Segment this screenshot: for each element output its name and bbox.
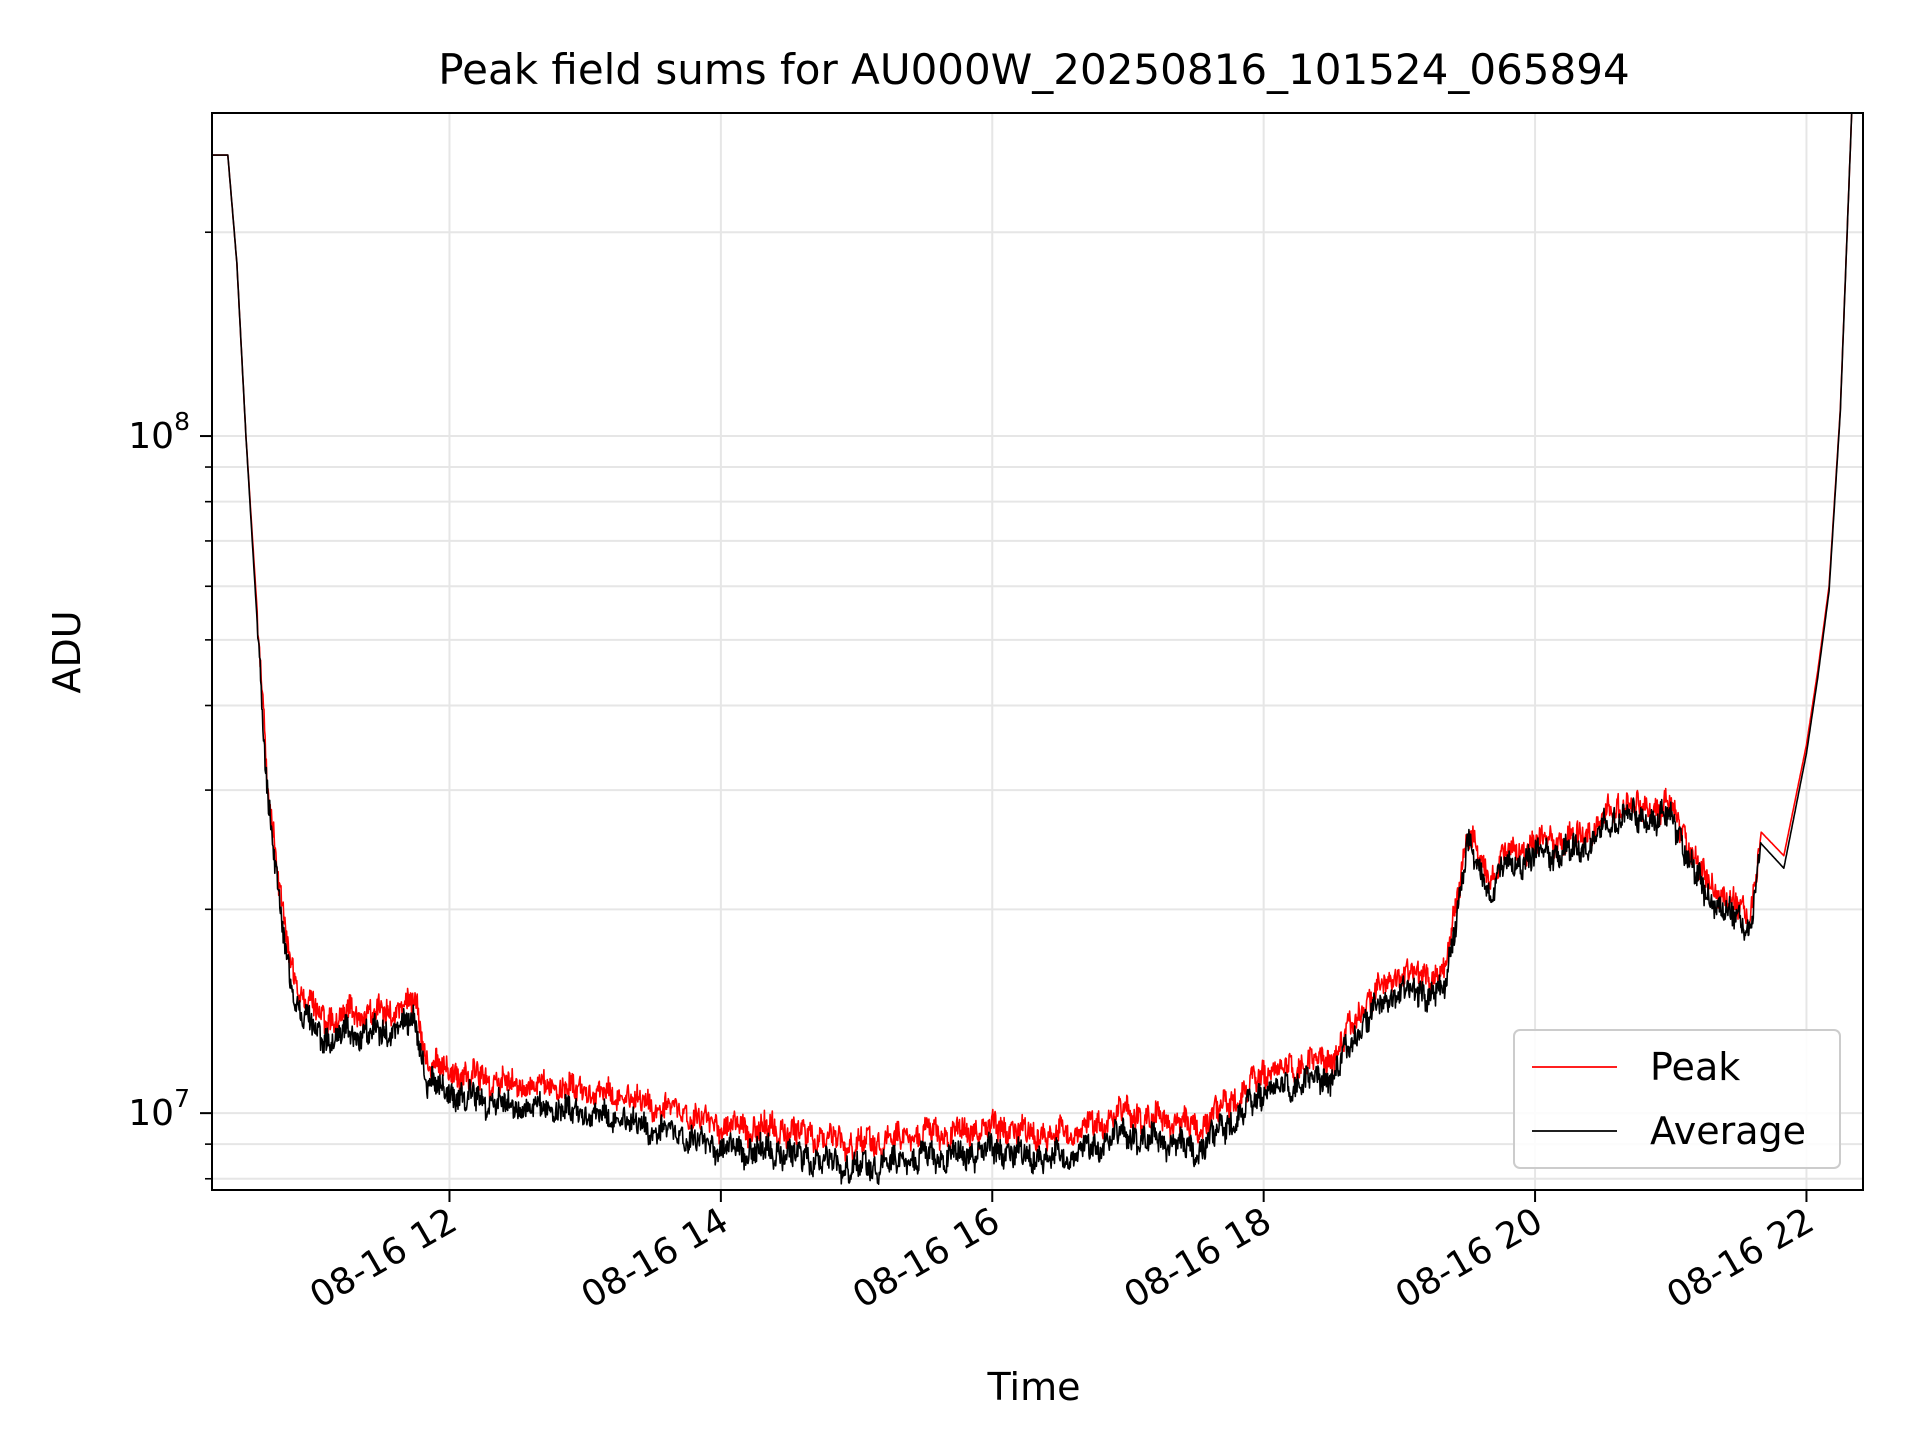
grid	[212, 113, 1863, 1190]
y-axis: 107 108	[128, 231, 212, 1180]
series-line-average	[211, 112, 1853, 1185]
x-axis-label: Time	[987, 1365, 1081, 1409]
legend-box	[1513, 1029, 1841, 1169]
y-tick-label: 107	[128, 1084, 190, 1134]
y-axis-label: ADU	[45, 610, 89, 693]
legend-label-average: Average	[1650, 1109, 1806, 1153]
chart-title: Peak field sums for AU000W_20250816_1015…	[438, 45, 1629, 94]
plot-area	[211, 112, 1853, 1185]
plot-frame	[211, 112, 1864, 1191]
series-line-peak	[211, 112, 1853, 1162]
legend-label-peak: Peak	[1650, 1045, 1740, 1089]
y-tick-label: 108	[128, 407, 190, 457]
legend: Peak Average	[1513, 1029, 1841, 1169]
